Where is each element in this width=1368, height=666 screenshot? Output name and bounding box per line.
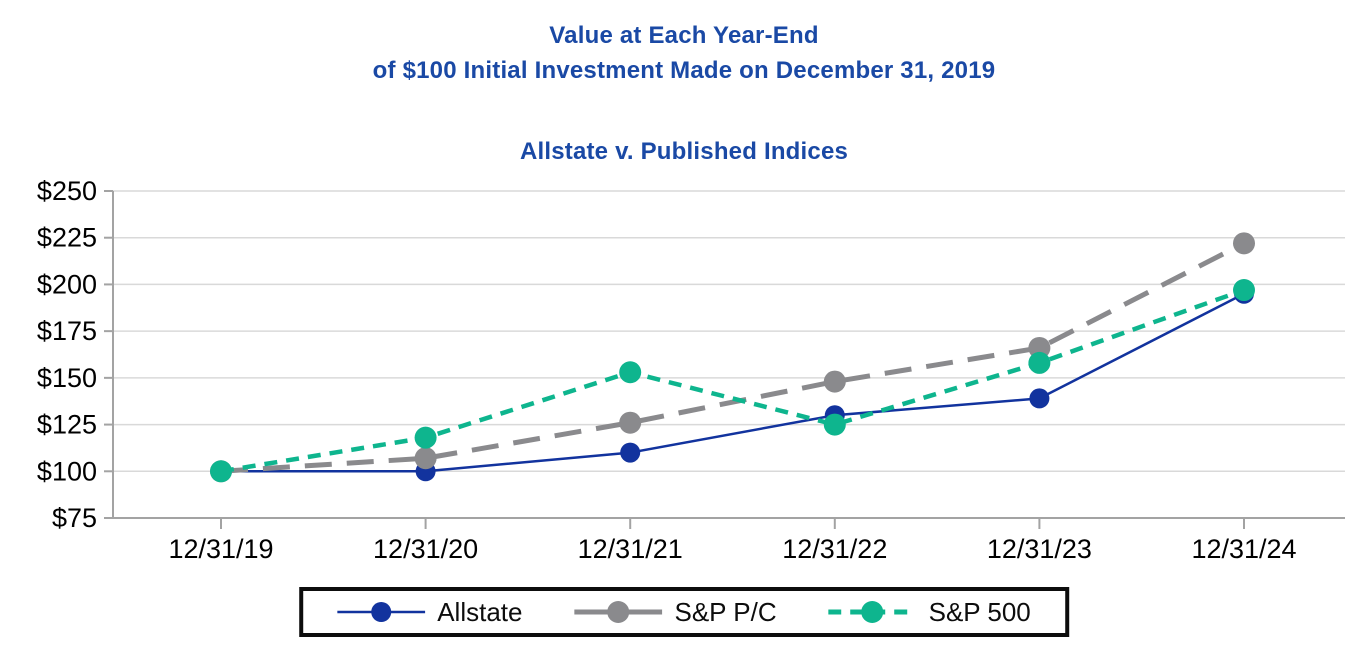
y-axis-label: $200 bbox=[37, 269, 97, 299]
data-point-allstate-12-31-21 bbox=[620, 442, 641, 463]
x-axis-label: 12/31/23 bbox=[987, 534, 1092, 564]
chart-subtitle: Allstate v. Published Indices bbox=[519, 138, 849, 165]
chart-legend: Allstate S&P P/C S&P 500 bbox=[299, 587, 1069, 637]
legend-label: Allstate bbox=[437, 596, 523, 627]
data-point-s-p-p-c-12-31-22 bbox=[823, 370, 846, 393]
x-axis-label: 12/31/19 bbox=[168, 534, 273, 564]
x-axis-label: 12/31/24 bbox=[1191, 534, 1296, 564]
x-axis-label: 12/31/22 bbox=[782, 534, 887, 564]
y-axis-label: $175 bbox=[37, 316, 97, 346]
data-point-s-p-500-12-31-23 bbox=[1028, 351, 1051, 374]
chart-title-line2: of $100 Initial Investment Made on Decem… bbox=[372, 57, 996, 84]
chart-title-line1: Value at Each Year-End bbox=[549, 22, 819, 49]
y-axis-label: $250 bbox=[37, 176, 97, 206]
legend-item-s-p-p-c: S&P P/C bbox=[574, 596, 777, 628]
data-point-s-p-p-c-12-31-20 bbox=[414, 447, 437, 470]
y-axis-label: $100 bbox=[37, 456, 97, 486]
line-marker-icon bbox=[337, 602, 426, 622]
chart-canvas: $75 $100 $125 $150 $175 $200 $225 $250 12/31/19 1… bbox=[37, 176, 1345, 564]
legend-label: S&P P/C bbox=[674, 596, 777, 627]
data-point-s-p-500-12-31-21 bbox=[619, 361, 642, 384]
data-point-s-p-p-c-12-31-24 bbox=[1233, 232, 1255, 255]
series-line-s-p-500 bbox=[220, 287, 1245, 474]
chart-title-block: Value at Each Year-End of $100 Initial I… bbox=[0, 18, 1368, 169]
data-point-s-p-500-12-31-20 bbox=[414, 426, 437, 449]
y-axis-label: $125 bbox=[37, 410, 97, 440]
data-point-allstate-12-31-23 bbox=[1029, 388, 1050, 409]
y-axis-label: $150 bbox=[37, 363, 97, 393]
y-axis-label: $75 bbox=[52, 503, 97, 533]
line-marker-icon bbox=[828, 601, 917, 623]
x-axis-label: 12/31/21 bbox=[578, 534, 683, 564]
data-point-s-p-500-12-31-24 bbox=[1233, 279, 1255, 302]
line-marker-icon bbox=[574, 601, 663, 623]
legend-label: S&P 500 bbox=[928, 596, 1031, 627]
data-point-s-p-500-12-31-19 bbox=[210, 460, 232, 483]
legend-item-s-p-500: S&P 500 bbox=[828, 596, 1031, 628]
data-point-s-p-500-12-31-22 bbox=[823, 413, 846, 436]
legend-item-allstate: Allstate bbox=[337, 597, 522, 628]
y-axis-label: $225 bbox=[37, 223, 97, 253]
series-line-allstate bbox=[221, 292, 1245, 473]
data-point-s-p-p-c-12-31-21 bbox=[619, 411, 642, 434]
x-axis-label: 12/31/20 bbox=[373, 534, 478, 564]
series-line-s-p-p-c bbox=[220, 241, 1246, 474]
